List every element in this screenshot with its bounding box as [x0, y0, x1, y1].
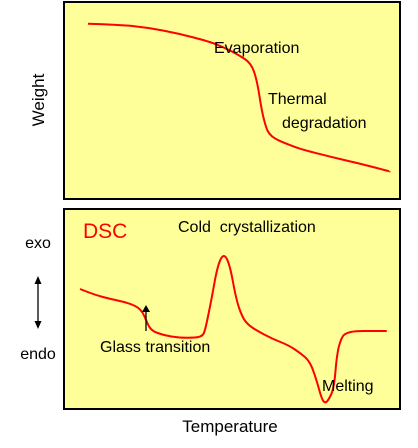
dsc-title: DSC [83, 220, 127, 243]
annotation-cold-crystallization: Cold crystallization [178, 219, 316, 236]
annotation-degradation: degradation [282, 115, 367, 132]
annotation-glass-transition: Glass transition [100, 339, 210, 356]
exo-arrowhead [34, 276, 42, 284]
tga-curve [87, 22, 391, 173]
tga-ylabel: Weight [29, 73, 48, 126]
x-axis-label: Temperature [182, 417, 277, 436]
annotation-thermal: Thermal [268, 91, 327, 108]
annotation-evaporation: Evaporation [214, 40, 299, 57]
dsc-curve [79, 255, 388, 404]
endo-arrowhead [34, 321, 42, 329]
glass-transition-arrowhead [142, 305, 150, 312]
dsc-panel [63, 208, 401, 410]
dsc-ylabel-endo: endo [20, 346, 56, 363]
tga-panel [63, 1, 401, 200]
annotation-melting: Melting [322, 378, 374, 395]
dsc-ylabel-exo: exo [25, 235, 51, 252]
